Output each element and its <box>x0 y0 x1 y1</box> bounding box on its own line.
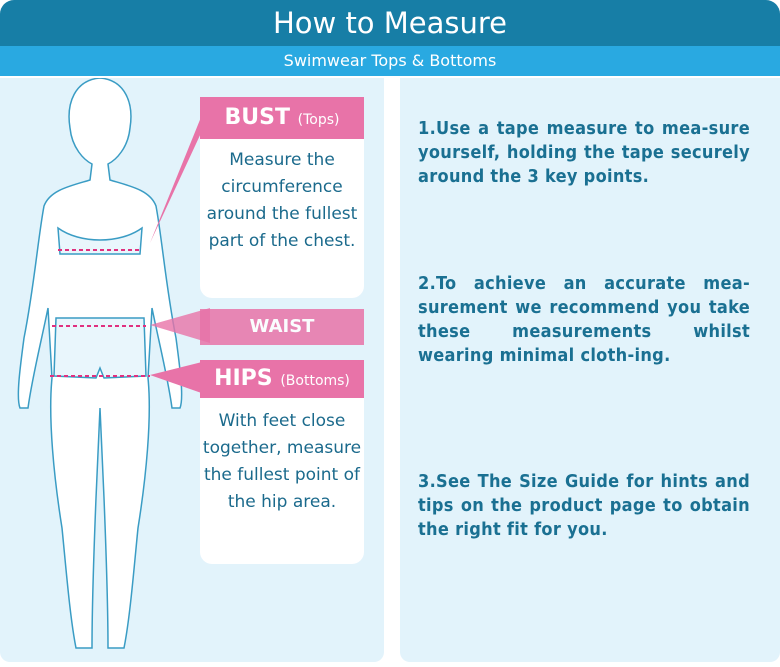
hips-description: With feet close together, measure the fu… <box>200 398 364 564</box>
bust-tag: BUST (Tops) <box>200 97 364 139</box>
step-1: 1.Use a tape measure to mea-sure yoursel… <box>418 118 750 187</box>
step-3: 3.See The Size Guide for hints and tips … <box>418 471 750 540</box>
bust-pointer <box>150 100 208 243</box>
waist-tag: WAIST <box>200 309 364 345</box>
step-2: 2.To achieve an accurate mea-surement we… <box>418 273 750 366</box>
waist-pointer <box>150 308 210 343</box>
hips-pointer <box>150 360 210 396</box>
page-title: How to Measure <box>0 0 780 46</box>
hips-tag: HIPS (Bottoms) <box>200 360 364 398</box>
page-subtitle: Swimwear Tops & Bottoms <box>0 46 780 76</box>
body-figure <box>17 78 210 649</box>
bust-description: Measure the circumference around the ful… <box>200 139 364 298</box>
instructions-panel <box>400 78 780 662</box>
